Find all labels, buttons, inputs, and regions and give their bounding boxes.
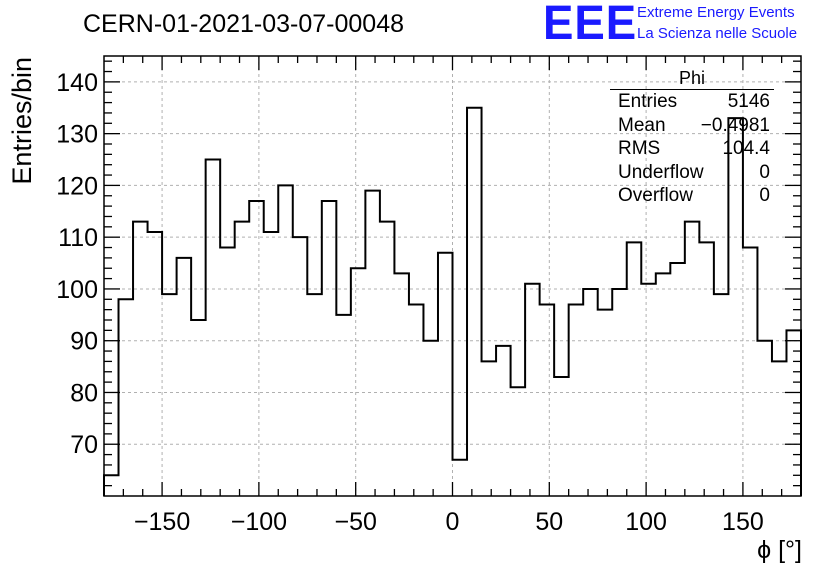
histogram-bin — [438, 253, 453, 496]
histogram-bin — [336, 315, 351, 496]
histogram-outline — [103, 106, 802, 496]
stats-row-rms: RMS 104.4 — [610, 137, 774, 161]
histogram-bin — [351, 268, 366, 496]
histogram-bin — [757, 341, 772, 496]
x-tick-label: 150 — [722, 508, 764, 536]
histogram-bin — [743, 248, 758, 496]
histogram-bin — [365, 191, 380, 496]
histogram-bin — [423, 341, 438, 496]
stats-value: 0 — [759, 161, 770, 183]
tick-labels: −150 −100 −50 0 50 100 150 70 80 90 100 110 120 130 14… — [56, 69, 763, 536]
histogram-bin — [467, 108, 482, 496]
histogram-bin — [554, 377, 569, 496]
histogram-bin — [148, 232, 163, 496]
histogram-bin — [772, 361, 787, 496]
y-tick-label: 70 — [70, 431, 98, 459]
y-tick-label: 110 — [58, 224, 98, 252]
x-tick-label: 50 — [535, 508, 563, 536]
y-tick-label: 80 — [70, 379, 98, 407]
histogram-bin — [627, 242, 642, 496]
stats-box: Phi Entries 5146 Mean −0.4981 RMS 104.4 … — [610, 68, 774, 208]
histogram-bin — [685, 222, 700, 496]
stats-key: RMS — [618, 138, 661, 159]
histogram-bin — [394, 273, 409, 496]
histogram-bin — [293, 237, 308, 496]
x-tick-label: −50 — [334, 508, 376, 536]
histogram-bin — [322, 201, 337, 496]
histogram-bin — [525, 284, 540, 496]
stats-key: Entries — [618, 91, 678, 112]
histogram-series — [103, 106, 802, 496]
histogram-bin — [583, 289, 598, 496]
histogram-bin — [699, 242, 714, 496]
y-tick-label: 140 — [56, 69, 98, 97]
stats-row-entries: Entries 5146 — [610, 90, 774, 114]
histogram-bin — [177, 258, 192, 496]
y-tick-label: 130 — [56, 121, 98, 149]
axis-ticks — [104, 56, 801, 496]
histogram-bin — [569, 304, 584, 496]
x-tick-label: 0 — [446, 508, 460, 536]
histogram-bin — [540, 304, 555, 496]
x-axis-label: ϕ [°] — [757, 536, 802, 564]
histogram-bin — [191, 320, 206, 496]
histogram-bin — [307, 294, 322, 496]
y-tick-label: 120 — [56, 172, 98, 200]
histogram-bin — [220, 248, 235, 496]
histogram-bin — [496, 346, 511, 496]
stats-title: Phi — [610, 68, 774, 90]
histogram-bin — [133, 222, 148, 496]
stats-value: −0.4981 — [700, 114, 770, 136]
y-tick-label: 100 — [56, 276, 98, 304]
stats-key: Mean — [618, 114, 666, 136]
histogram-bin — [162, 294, 177, 496]
histogram-bin — [380, 222, 395, 496]
stats-value: 0 — [759, 185, 770, 206]
histogram-bin — [641, 284, 656, 496]
histogram-bin — [670, 263, 685, 496]
logo-line-2: La Scienza nelle Scuole — [637, 25, 798, 42]
stats-row-underflow: Underflow 0 — [610, 161, 774, 185]
stats-key: Underflow — [618, 161, 704, 183]
histogram-bin — [235, 222, 250, 496]
chart-title: CERN-01-2021-03-07-00048 — [83, 10, 405, 38]
stats-row-overflow: Overflow 0 — [610, 184, 774, 208]
histogram-bin — [511, 387, 526, 496]
logo-line-1: Extreme Energy Events — [637, 4, 795, 21]
histogram-bin — [206, 160, 221, 496]
stats-value: 5146 — [727, 91, 770, 112]
histogram-bin — [714, 294, 729, 496]
stats-value: 104.4 — [722, 138, 770, 159]
x-tick-label: −150 — [134, 508, 190, 536]
eee-logo: EEE — [543, 0, 638, 50]
histogram-bin — [278, 185, 293, 496]
stats-key: Overflow — [618, 185, 693, 206]
histogram-bin — [656, 273, 671, 496]
histogram-bin — [409, 304, 424, 496]
histogram-bin — [612, 289, 627, 496]
x-tick-label: 100 — [625, 508, 667, 536]
histogram-bin — [119, 299, 134, 496]
histogram-bin — [453, 460, 468, 496]
stats-row-mean: Mean −0.4981 — [610, 114, 774, 138]
histogram-bin — [264, 232, 279, 496]
y-axis-label: Entries/bin — [7, 57, 37, 185]
histogram-bin — [598, 310, 613, 496]
y-tick-label: 90 — [70, 328, 98, 356]
x-tick-label: −100 — [231, 508, 287, 536]
histogram-bin — [482, 361, 497, 496]
histogram-bin — [249, 201, 264, 496]
